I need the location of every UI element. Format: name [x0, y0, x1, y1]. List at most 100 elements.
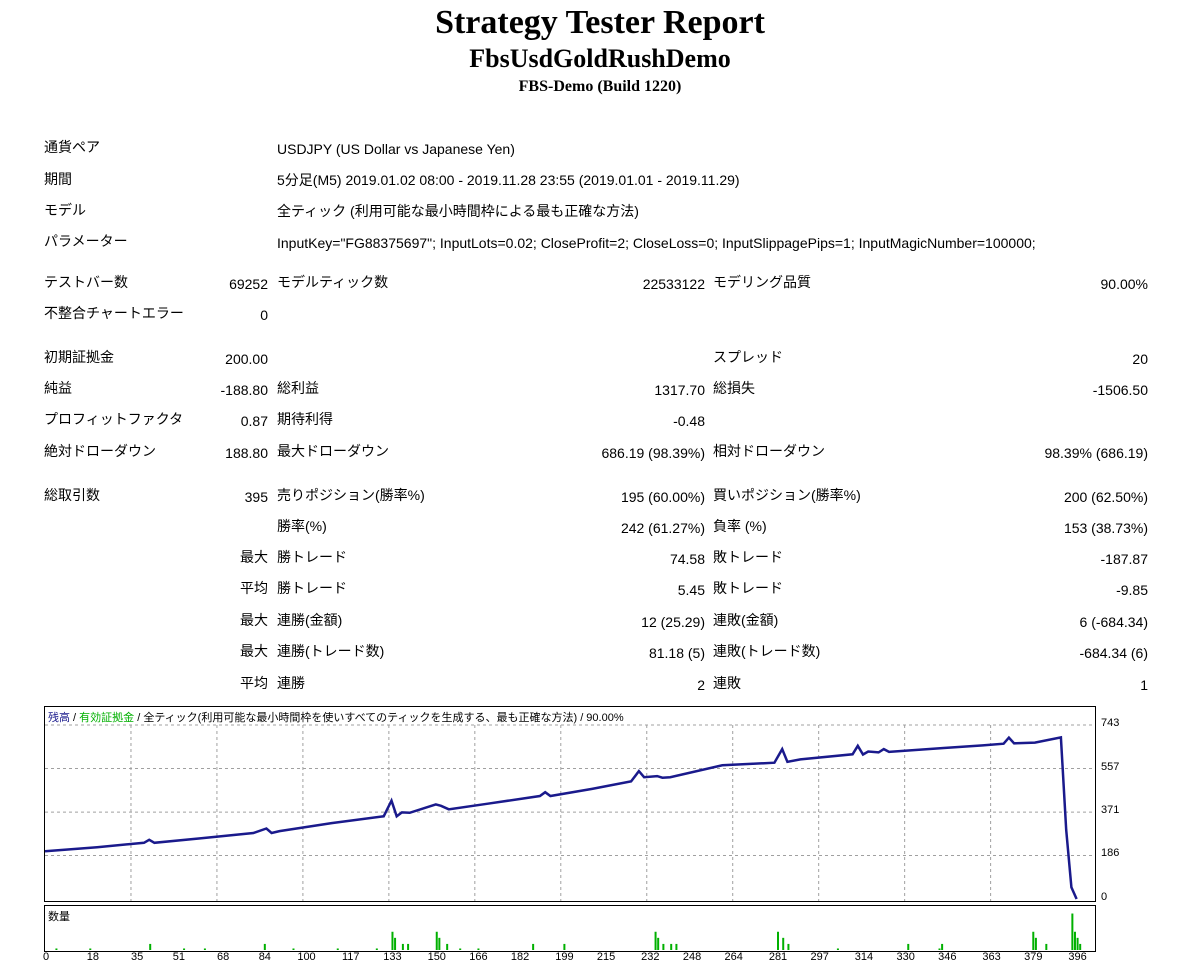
- loss-rate-label: 負率 (%): [713, 518, 767, 534]
- volume-bar: [907, 943, 910, 950]
- net-value: -188.80: [220, 382, 268, 398]
- volume-bar: [183, 948, 186, 950]
- abs-dd-label: 絶対ドローダウン: [44, 443, 156, 459]
- consec-win-cnt-value: 81.18 (5): [648, 645, 705, 661]
- pf-value: 0.87: [240, 413, 268, 429]
- server-build: FBS-Demo (Build 1220): [518, 78, 682, 95]
- legend-separator: /: [70, 712, 80, 724]
- x-tick-label: 0: [42, 951, 50, 963]
- quality-value: 90.00%: [1100, 276, 1148, 292]
- volume-bar: [654, 931, 657, 950]
- balance-series-line: [45, 735, 1078, 900]
- bars-value: 69252: [229, 276, 268, 292]
- consec-win-value: 2: [697, 677, 705, 693]
- win-rate-label: 勝率(%): [277, 518, 327, 534]
- short-label: 売りポジション(勝率%): [277, 487, 425, 503]
- balance-chart-svg: [45, 724, 1095, 901]
- consec-loss-value: 1: [1140, 677, 1148, 693]
- x-tick-label: 182: [510, 951, 530, 963]
- consec-loss-amt-value: 6 (-684.34): [1079, 614, 1148, 630]
- long-label: 買いポジション(勝率%): [713, 487, 861, 503]
- ea-name: FbsUsdGoldRushDemo: [469, 44, 731, 73]
- pf-label: プロフィットファクタ: [44, 411, 184, 427]
- volume-bar: [1034, 937, 1037, 950]
- max-dd-label: 最大ドローダウン: [277, 443, 389, 459]
- x-tick-label: 18: [86, 951, 99, 963]
- x-tick-label: 363: [982, 951, 1001, 963]
- consec-loss-label: 連敗: [713, 675, 741, 691]
- x-tick-label: 100: [297, 951, 316, 963]
- avg-win-value: 5.45: [677, 582, 705, 598]
- consec-win-amt-value: 12 (25.29): [641, 614, 705, 630]
- rel-dd-value: 98.39% (686.19): [1044, 445, 1148, 461]
- y-tick-label: 0: [1101, 891, 1108, 903]
- volume-bar: [777, 931, 780, 950]
- y-tick-label: 743: [1101, 717, 1120, 729]
- gross-loss-label: 総損失: [713, 380, 755, 396]
- y-tick-label: 186: [1101, 847, 1120, 860]
- max-dd-value: 686.19 (98.39%): [601, 445, 705, 461]
- bars-label: テストバー数: [44, 274, 128, 290]
- trades-value: 395: [244, 489, 268, 505]
- ticks-value: 22533122: [642, 276, 705, 292]
- x-tick-label: 297: [810, 951, 829, 963]
- deposit-label: 初期証拠金: [44, 349, 114, 365]
- volume-bar: [563, 943, 566, 950]
- gross-loss-value: -1506.50: [1092, 382, 1148, 398]
- volume-bar: [1032, 931, 1035, 950]
- x-tick-label: 346: [938, 951, 957, 963]
- long-value: 200 (62.50%): [1063, 489, 1148, 505]
- volume-bar: [375, 948, 378, 950]
- period-value: 5分足(M5) 2019.01.02 08:00 - 2019.11.28 23…: [277, 172, 740, 188]
- volume-bar: [1071, 913, 1074, 950]
- win-rate-value: 242 (61.27%): [620, 520, 705, 536]
- params-label: パラメーター: [44, 233, 128, 249]
- volume-bar: [662, 943, 665, 950]
- x-tick-label: 264: [724, 951, 743, 963]
- volume-bar: [1076, 937, 1079, 950]
- pair-label: 通貨ペア: [44, 139, 100, 155]
- x-tick-label: 232: [641, 951, 660, 963]
- period-label: 期間: [44, 171, 72, 187]
- ticks-label: モデルティック数: [277, 274, 389, 290]
- max-win-label: 勝トレード: [277, 549, 347, 565]
- x-tick-label: 84: [258, 951, 271, 963]
- volume-bar: [336, 948, 339, 950]
- volume-bar: [438, 937, 441, 950]
- volume-bar: [1073, 931, 1076, 950]
- x-tick-label: 314: [854, 951, 874, 963]
- gross-profit-value: 1317.70: [654, 382, 705, 398]
- volume-bar: [787, 943, 790, 950]
- x-tick-label: 379: [1024, 951, 1043, 963]
- x-tick-label: 117: [342, 951, 360, 963]
- expected-label: 期待利得: [277, 411, 333, 427]
- volume-bar: [938, 948, 941, 950]
- loss-rate-value: 153 (38.73%): [1063, 520, 1148, 536]
- errors-label: 不整合チャートエラー: [44, 305, 184, 321]
- volume-bar: [675, 943, 678, 950]
- volume-bar: [391, 931, 394, 950]
- avg-loss-label: 敗トレード: [713, 580, 783, 596]
- spread-value: 20: [1132, 351, 1148, 367]
- deposit-value: 200.00: [225, 351, 268, 367]
- consec-win-label: 連勝: [277, 675, 305, 691]
- volume-bar: [657, 937, 660, 950]
- max-label-2: 最大: [240, 612, 268, 628]
- volume-chart-svg: [55, 913, 1082, 950]
- expected-value: -0.48: [673, 413, 705, 429]
- volume-bar: [55, 948, 58, 950]
- consec-loss-amt-label: 連敗(金額): [713, 612, 779, 628]
- max-loss-label: 敗トレード: [713, 549, 783, 565]
- spread-label: スプレッド: [713, 349, 783, 365]
- volume-bar: [477, 948, 480, 950]
- volume-bar: [401, 943, 404, 950]
- x-tick-label: 281: [768, 951, 788, 963]
- pair-value: USDJPY (US Dollar vs Japanese Yen): [277, 141, 515, 157]
- x-tick-label: 35: [131, 951, 144, 963]
- x-tick-label: 133: [383, 951, 402, 963]
- gross-profit-label: 総利益: [277, 380, 319, 396]
- volume-bar: [292, 948, 295, 950]
- volume-bar: [407, 943, 410, 950]
- volume-bar: [670, 943, 673, 950]
- quality-label: モデリング品質: [713, 274, 811, 290]
